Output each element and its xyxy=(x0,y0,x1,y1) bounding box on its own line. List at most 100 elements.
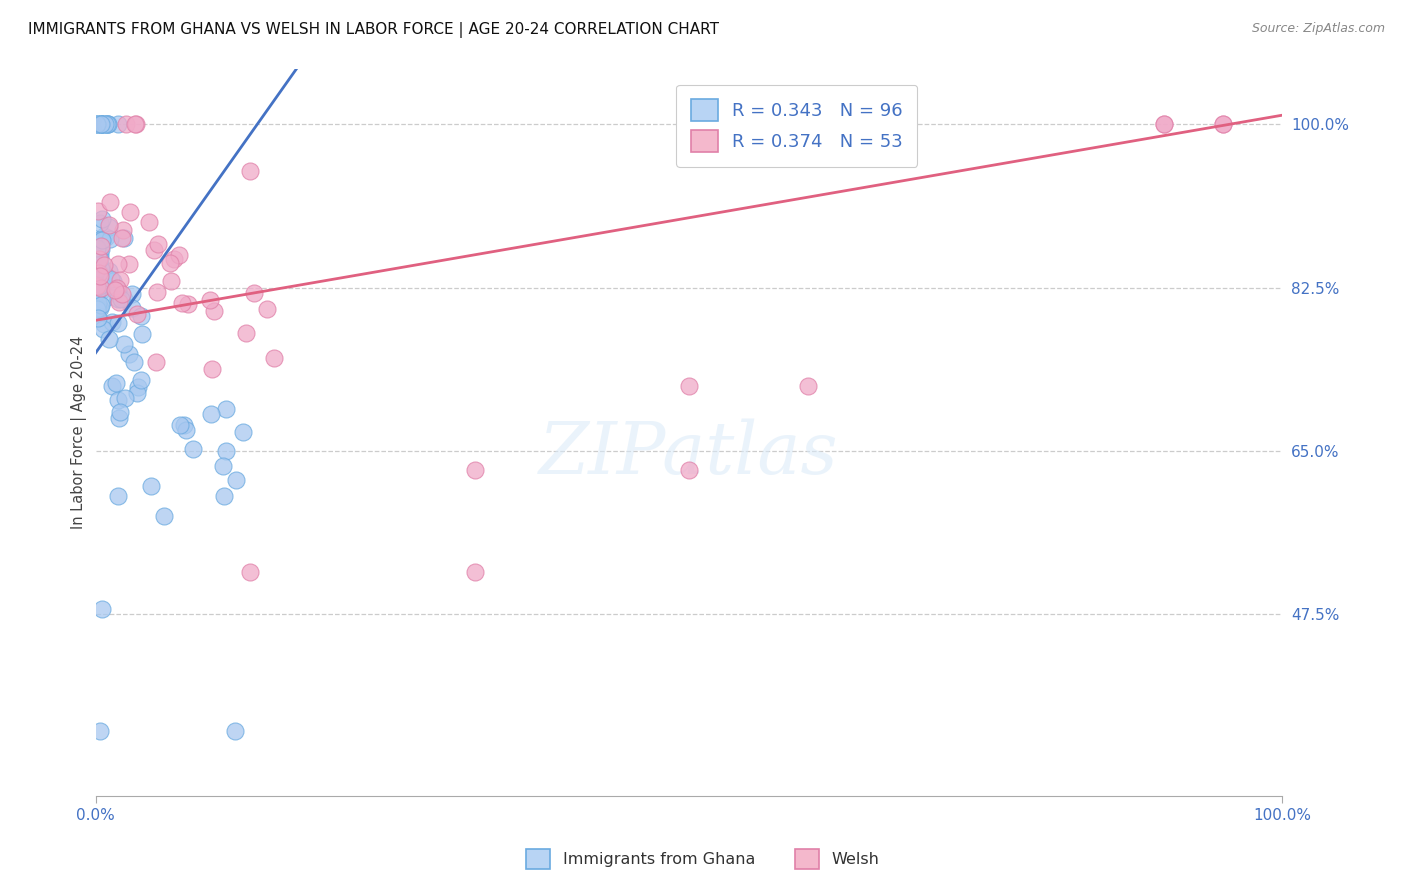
Point xyxy=(202,304,225,318)
Point xyxy=(1153,118,1175,132)
Point xyxy=(86,256,108,270)
Point xyxy=(90,602,112,616)
Point xyxy=(139,479,162,493)
Point xyxy=(90,118,112,132)
Point xyxy=(112,231,135,245)
Point xyxy=(89,252,111,266)
Point xyxy=(90,280,112,294)
Point xyxy=(225,473,247,487)
Point xyxy=(1212,118,1234,132)
Point xyxy=(107,392,129,407)
Point xyxy=(212,489,235,503)
Point xyxy=(87,295,110,310)
Point xyxy=(678,378,700,392)
Point xyxy=(91,118,114,132)
Point xyxy=(124,118,146,132)
Point xyxy=(111,231,134,245)
Point xyxy=(87,265,110,279)
Point xyxy=(91,278,114,293)
Point xyxy=(87,244,110,259)
Point xyxy=(131,327,153,342)
Point xyxy=(86,283,108,297)
Point xyxy=(464,565,486,579)
Point xyxy=(91,293,114,307)
Point xyxy=(678,462,700,476)
Point xyxy=(111,286,134,301)
Point xyxy=(263,351,285,365)
Point xyxy=(215,401,238,416)
Point xyxy=(91,321,114,335)
Point xyxy=(201,362,224,376)
Point xyxy=(97,118,120,132)
Point xyxy=(101,274,124,288)
Point xyxy=(173,418,195,433)
Point xyxy=(86,118,108,132)
Point xyxy=(91,271,114,285)
Point xyxy=(89,723,111,738)
Point xyxy=(90,242,112,256)
Point xyxy=(131,309,153,323)
Point xyxy=(110,292,132,306)
Point xyxy=(87,252,110,266)
Point xyxy=(108,294,131,309)
Point xyxy=(232,425,254,439)
Legend: R = 0.343   N = 96, R = 0.374   N = 53: R = 0.343 N = 96, R = 0.374 N = 53 xyxy=(676,85,917,167)
Point xyxy=(89,268,111,283)
Point xyxy=(138,214,160,228)
Point xyxy=(98,232,121,246)
Point xyxy=(120,204,142,219)
Point xyxy=(145,354,167,368)
Point xyxy=(224,723,246,738)
Point xyxy=(98,263,121,277)
Point xyxy=(96,118,118,132)
Point xyxy=(111,223,134,237)
Point xyxy=(114,118,136,132)
Point xyxy=(143,243,166,257)
Point xyxy=(174,423,197,437)
Point xyxy=(464,462,486,476)
Point xyxy=(163,252,186,266)
Point xyxy=(110,273,132,287)
Point xyxy=(1153,118,1175,132)
Point xyxy=(181,442,204,457)
Point xyxy=(127,386,149,401)
Point xyxy=(97,220,120,235)
Point xyxy=(200,407,222,421)
Point xyxy=(112,292,135,306)
Point xyxy=(159,256,181,270)
Point xyxy=(146,237,169,252)
Point xyxy=(86,241,108,255)
Point xyxy=(89,301,111,315)
Point xyxy=(796,378,818,392)
Point xyxy=(239,164,262,178)
Point xyxy=(86,302,108,317)
Point xyxy=(90,232,112,246)
Point xyxy=(122,355,145,369)
Point xyxy=(177,297,200,311)
Point xyxy=(89,217,111,231)
Point xyxy=(170,296,193,310)
Text: ZIPatlas: ZIPatlas xyxy=(540,419,839,490)
Point xyxy=(146,285,169,299)
Point xyxy=(97,273,120,287)
Point xyxy=(89,248,111,262)
Point xyxy=(94,229,117,244)
Point xyxy=(107,489,129,503)
Point xyxy=(90,233,112,247)
Point xyxy=(98,332,121,346)
Point xyxy=(96,118,118,132)
Point xyxy=(243,286,266,301)
Point xyxy=(87,204,110,219)
Point xyxy=(90,212,112,227)
Point xyxy=(212,459,235,474)
Point xyxy=(100,272,122,286)
Point xyxy=(117,347,139,361)
Point xyxy=(104,283,127,297)
Point xyxy=(121,301,143,315)
Point xyxy=(256,302,278,317)
Point xyxy=(91,283,114,297)
Point xyxy=(127,307,149,321)
Legend: Immigrants from Ghana, Welsh: Immigrants from Ghana, Welsh xyxy=(520,843,886,875)
Point xyxy=(90,239,112,253)
Y-axis label: In Labor Force | Age 20-24: In Labor Force | Age 20-24 xyxy=(72,335,87,529)
